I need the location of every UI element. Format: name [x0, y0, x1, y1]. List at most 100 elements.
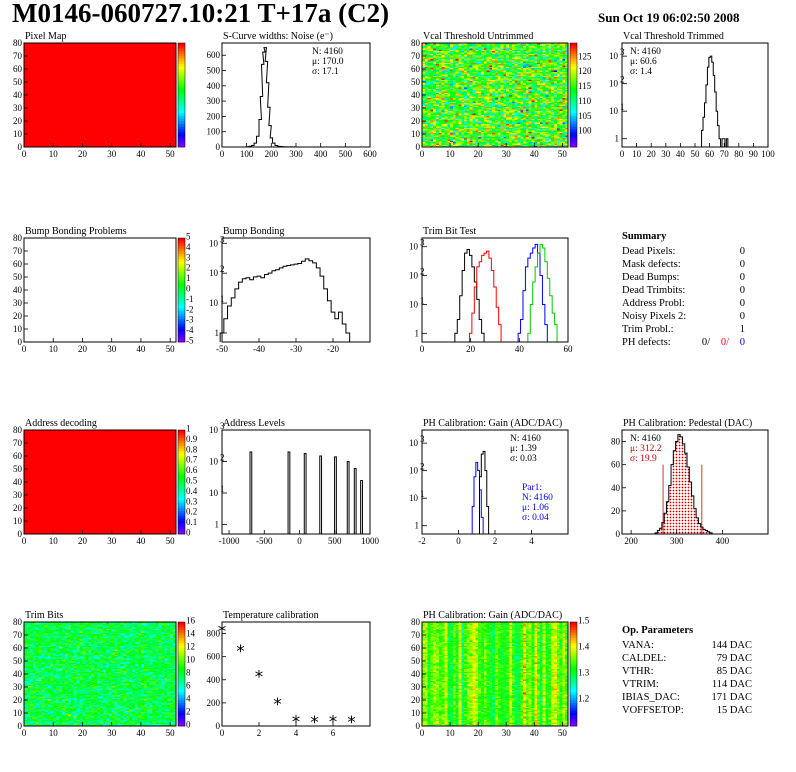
heatmap-cell — [556, 105, 560, 108]
x-tick-label: 30 — [502, 149, 512, 159]
heatmap-cell — [461, 134, 465, 136]
x-tick-label: 50 — [691, 149, 701, 159]
heatmap-cell — [436, 110, 440, 113]
heatmap-cell — [452, 141, 457, 144]
heatmap-cell — [430, 122, 434, 124]
heatmap-cell — [433, 110, 437, 113]
heatmap-cell — [551, 106, 555, 109]
heatmap-cell — [517, 97, 521, 100]
heatmap-cell — [500, 85, 504, 88]
heatmap-cell — [464, 132, 468, 135]
heatmap-cell — [528, 92, 532, 95]
heatmap-cell — [556, 115, 560, 118]
heatmap-cell — [511, 83, 516, 85]
heatmap-cell — [514, 122, 518, 124]
colorbar-step — [178, 74, 185, 78]
heatmap-cell — [534, 109, 538, 111]
heatmap-cell — [447, 143, 451, 145]
address-peak — [353, 467, 357, 534]
heatmap-cell — [466, 143, 471, 145]
heatmap-cell — [466, 87, 471, 89]
heatmap-cell — [450, 124, 454, 127]
heatmap-cell — [427, 80, 431, 83]
x-tick-label: 0 — [297, 536, 302, 546]
heatmap-cell — [534, 91, 538, 93]
heatmap-cell — [559, 141, 563, 144]
heatmap-cell — [531, 124, 535, 127]
heatmap-cell — [447, 131, 451, 134]
heatmap-cell — [537, 117, 541, 119]
heatmap-cell — [461, 100, 465, 102]
heatmap-cell — [514, 85, 518, 88]
x-tick-label: 0 — [620, 149, 625, 159]
colorbar-step — [178, 323, 185, 327]
heatmap-cell — [545, 114, 549, 117]
stat-line: μ: 170.0 — [312, 57, 344, 67]
heatmap-cell — [531, 82, 535, 84]
heatmap-cell — [506, 134, 510, 136]
heatmap-cell — [492, 134, 496, 136]
heatmap-cell — [486, 124, 490, 127]
heatmap-cell — [430, 100, 434, 102]
heatmap-cell — [438, 132, 443, 135]
heatmap-cell — [509, 82, 513, 84]
heatmap-cell — [438, 136, 443, 139]
heatmap-cell — [553, 106, 558, 109]
heatmap-cell — [551, 115, 555, 118]
heatmap-cell — [537, 105, 541, 108]
heatmap-cell — [486, 141, 490, 144]
heatmap-cell — [483, 130, 487, 132]
colorbar-step — [570, 100, 577, 104]
heatmap-cell — [469, 111, 473, 114]
heatmap-cell — [441, 130, 445, 132]
heatmap-cell — [542, 124, 546, 127]
heatmap-cell — [480, 92, 485, 95]
heatmap-cell — [503, 108, 507, 110]
heatmap-cell — [520, 135, 524, 137]
heatmap-cell — [517, 101, 521, 104]
heatmap-cell — [537, 144, 541, 147]
heatmap-cell — [478, 141, 482, 144]
heatmap-cell — [542, 83, 546, 85]
heatmap-cell — [441, 100, 445, 102]
heatmap-cell — [562, 89, 566, 92]
heatmap-cell — [436, 122, 440, 124]
heatmap-cell — [466, 82, 471, 84]
heatmap-cell — [478, 143, 482, 145]
heatmap-cell — [430, 93, 434, 96]
heatmap-cell — [553, 105, 558, 108]
heatmap-cell — [424, 95, 429, 97]
y-tick-label: 60 — [611, 460, 621, 470]
heatmap-cell — [430, 84, 434, 87]
heatmap-cell — [447, 127, 451, 130]
heatmap-cell — [503, 93, 507, 96]
heatmap-cell — [548, 141, 552, 144]
y-tick-exponent: 1 — [420, 489, 425, 499]
heatmap-cell — [422, 140, 426, 143]
heatmap-cell — [486, 92, 490, 95]
x-tick-label: -2 — [418, 536, 426, 546]
heatmap-cell — [551, 136, 555, 139]
heatmap-cell — [559, 102, 563, 105]
heatmap-cell — [452, 82, 457, 84]
heatmap-cell — [436, 91, 440, 93]
heatmap-cell — [503, 139, 507, 141]
heatmap-cell — [483, 126, 487, 128]
heatmap-cell — [551, 143, 555, 145]
heatmap-cell — [562, 92, 566, 95]
heatmap-cell — [559, 139, 563, 141]
heatmap-cell — [483, 82, 487, 84]
heatmap-cell — [452, 88, 457, 91]
colorbar-tick-label: 105 — [578, 111, 592, 121]
colorbar-step — [178, 508, 185, 511]
heatmap-cell — [534, 132, 538, 135]
heatmap-cell — [464, 97, 468, 100]
heatmap-cell — [475, 105, 479, 108]
heatmap-cell — [480, 88, 485, 91]
heatmap-cell — [455, 109, 459, 111]
x-tick-label: 400 — [716, 536, 730, 546]
colorbar-step — [570, 84, 577, 88]
heatmap-cell — [562, 95, 566, 97]
colorbar-step — [178, 131, 185, 135]
heatmap-cell — [539, 89, 544, 92]
